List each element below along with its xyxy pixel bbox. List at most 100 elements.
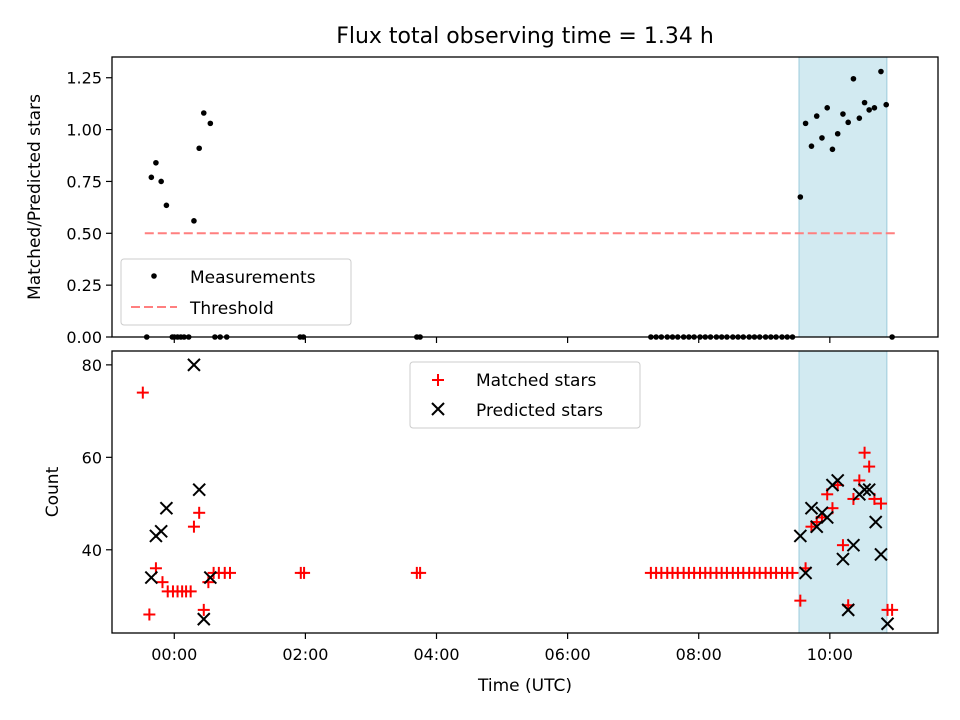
legend-marker-measurements [151, 273, 157, 279]
measurement-point [819, 135, 825, 141]
x-stroke [857, 482, 872, 497]
x-stroke [869, 515, 883, 529]
measurement-point [200, 110, 207, 116]
bottom-panel: 40 60 80 00:00 02:00 04:00 06:00 08:00 10:00 Co… [43, 350, 939, 696]
x-stroke [874, 547, 888, 562]
y-tick-label: 80 [82, 356, 102, 375]
x-stroke [830, 473, 845, 488]
x-stroke [841, 603, 855, 617]
x-stroke [793, 529, 808, 543]
y-tick-label: 1.00 [66, 121, 102, 140]
x-tick-label: 08:00 [676, 645, 722, 664]
x-stroke [197, 612, 211, 626]
measurement-point [813, 113, 820, 119]
bottom-data-layer [136, 358, 899, 631]
predicted-star-point [192, 482, 206, 497]
measurement-point [797, 194, 804, 200]
y-tick-label: 0.75 [66, 172, 102, 191]
legend-label-measurements: Measurements [190, 268, 316, 288]
x-stroke [192, 482, 206, 497]
y-tick-label: 60 [82, 448, 102, 467]
measurement-point [883, 101, 890, 108]
x-tick-label: 06:00 [545, 645, 591, 664]
x-stroke [187, 358, 201, 372]
x-tick-label: 00:00 [151, 645, 197, 664]
matched-star-point [143, 608, 156, 621]
measurement-point [856, 115, 863, 121]
y-tick-label: 40 [82, 541, 102, 560]
measurement-point [207, 120, 214, 127]
predicted-star-point [798, 566, 813, 580]
x-stroke [820, 510, 834, 525]
predicted-star-point [159, 501, 174, 515]
top-y-axis: 0.00 0.25 0.50 0.75 1.00 1.25 [66, 69, 112, 347]
bottom-axes-frame [111, 350, 939, 634]
matched-star-point [156, 576, 169, 589]
matched-star-point [863, 460, 876, 473]
predicted-star-point [154, 524, 168, 539]
legend-label-matched: Matched stars [476, 371, 596, 391]
y-tick-label: 1.25 [66, 69, 102, 88]
measurement-point [191, 218, 197, 224]
predicted-star-point [874, 547, 888, 562]
measurement-point [163, 202, 170, 209]
measurement-point [824, 105, 831, 111]
x-tick-label: 04:00 [413, 645, 459, 664]
predicted-star-point [804, 501, 819, 515]
x-stroke [154, 524, 168, 539]
top-highlight-span [798, 56, 888, 338]
matched-star-point [836, 539, 849, 552]
top-panel: 0.00 0.25 0.50 0.75 1.00 1.25 Matched/Predict… [25, 56, 939, 347]
matched-star-point [794, 594, 807, 607]
measurement-point [866, 107, 872, 113]
measurement-point [878, 68, 884, 75]
predicted-star-point [793, 529, 808, 543]
x-stroke [203, 570, 218, 585]
legend-marker-matched [432, 374, 444, 386]
chart-title: Flux total observing time = 1.34 h [336, 24, 714, 49]
predicted-star-point [880, 617, 895, 631]
x-stroke [159, 501, 174, 515]
measurement-point [196, 145, 202, 152]
predicted-star-point [836, 552, 850, 566]
predicted-star-point [869, 515, 883, 529]
x-stroke [846, 538, 861, 552]
matched-star-point [202, 576, 215, 589]
y-tick-label: 0.00 [66, 328, 102, 347]
predicted-star-point [846, 538, 861, 552]
predicted-star-point [830, 473, 845, 488]
measurement-point [850, 75, 857, 82]
matched-star-point [858, 446, 871, 459]
bottom-x-axis: 00:00 02:00 04:00 06:00 08:00 10:00 [151, 633, 853, 664]
x-stroke [880, 617, 895, 631]
legend-label-predicted: Predicted stars [476, 401, 603, 421]
matched-star-point [136, 386, 149, 399]
bottom-y-axis: 40 60 80 [82, 356, 112, 560]
matched-star-point [187, 520, 200, 533]
matched-star-point [193, 506, 206, 519]
matched-star-point [414, 566, 427, 579]
x-stroke [804, 501, 819, 515]
top-legend-box [120, 258, 352, 326]
predicted-star-point [187, 358, 201, 372]
measurement-point [158, 178, 164, 185]
bottom-highlight-span [798, 350, 888, 634]
legend-label-threshold: Threshold [189, 299, 274, 319]
predicted-star-point [203, 570, 218, 585]
matched-star-point [786, 566, 799, 579]
measurement-point [808, 143, 815, 149]
top-axes-frame [111, 56, 939, 338]
y-tick-label: 0.50 [66, 224, 102, 243]
measurement-point [802, 120, 809, 127]
highlight-span [798, 350, 888, 634]
matched-star-point [224, 566, 236, 579]
predicted-star-point [820, 510, 834, 525]
bottom-legend-box [409, 361, 641, 429]
top-x-ticks [173, 337, 831, 343]
legend-marker-predicted [431, 402, 445, 416]
x-axis-label: Time (UTC) [477, 676, 572, 696]
measurement-point [834, 130, 841, 137]
predicted-star-point [197, 612, 211, 626]
matched-star-point [874, 497, 887, 510]
